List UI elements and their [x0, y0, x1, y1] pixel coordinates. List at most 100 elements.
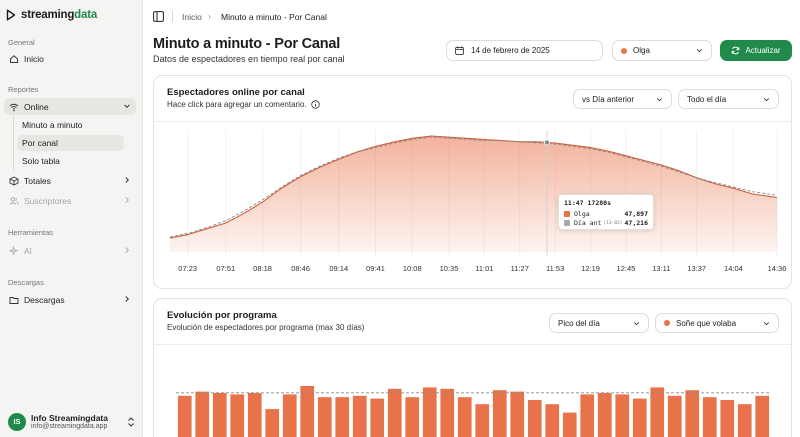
program-bar[interactable]	[247, 393, 262, 437]
program-bar[interactable]	[335, 397, 350, 437]
sidebar-subitem-por-canal[interactable]: Por canal	[17, 135, 124, 151]
program-bar[interactable]	[300, 386, 315, 437]
program-bar[interactable]	[702, 397, 717, 437]
program-select[interactable]: Soñe que volaba	[655, 313, 779, 333]
program-bar[interactable]	[737, 404, 752, 437]
sidebar-subitem-minuto[interactable]: Minuto a minuto	[22, 120, 83, 130]
tooltip-series-name: Olga	[574, 210, 590, 218]
sparkles-icon	[8, 245, 19, 256]
program-bar[interactable]	[510, 391, 525, 437]
program-bar[interactable]	[492, 390, 507, 437]
program-bar[interactable]	[685, 390, 700, 437]
channel-value: Olga	[633, 46, 650, 55]
box-icon	[8, 175, 19, 186]
sidebar-item-ai[interactable]: AI	[4, 242, 136, 259]
program-bar[interactable]	[405, 397, 420, 437]
program-card-subtitle: Evolución de espectadores por programa (…	[167, 323, 364, 332]
refresh-icon	[732, 46, 740, 55]
range-select[interactable]: Todo el día	[678, 89, 779, 109]
program-bar[interactable]	[370, 398, 385, 437]
x-axis-ticks: 07:23 07:51 08:18 08:46 09:14 09:41 10:08 10:35…	[178, 264, 786, 273]
submenu-guide	[13, 116, 14, 170]
program-bar[interactable]	[580, 394, 595, 437]
sidebar-item-label: Inicio	[24, 53, 44, 64]
program-bar[interactable]	[352, 395, 367, 437]
program-bar[interactable]	[562, 412, 577, 437]
program-bar[interactable]	[597, 393, 612, 437]
program-card-subtitle-text: Evolución de espectadores por programa (…	[167, 323, 365, 332]
metric-select[interactable]: Pico del día	[549, 313, 649, 333]
program-bar[interactable]	[265, 409, 280, 437]
program-bar[interactable]	[457, 397, 472, 437]
card-header-divider	[154, 344, 791, 345]
sidebar-item-totales[interactable]: Totales	[4, 172, 136, 189]
topbar: Inicio › Minuto a minuto - Por Canal	[143, 0, 800, 32]
compare-value: vs Día anterior	[582, 94, 635, 104]
avatar: IS	[8, 413, 26, 431]
program-bar[interactable]	[650, 387, 665, 437]
chevron-right-icon	[125, 247, 130, 253]
date-value: 14 de febrero de 2025	[471, 46, 550, 55]
x-tick-label: 11:27	[511, 264, 529, 273]
x-tick-label: 13:11	[652, 264, 670, 273]
breadcrumb-home[interactable]: Inicio	[182, 12, 202, 22]
chart-marks	[169, 130, 778, 256]
section-descargas: Descargas	[8, 278, 44, 287]
program-value: Soñe que volaba	[676, 318, 737, 328]
program-bar[interactable]	[545, 404, 560, 437]
x-tick-label: 10:08	[403, 264, 422, 273]
section-herramientas: Herramientas	[8, 228, 54, 237]
program-bar[interactable]	[177, 395, 192, 437]
program-bar[interactable]	[422, 387, 437, 437]
date-picker[interactable]: 14 de febrero de 2025	[446, 40, 603, 61]
refresh-button[interactable]: Actualizar	[720, 40, 792, 61]
calendar-icon	[455, 46, 464, 55]
series-line-olga	[169, 135, 778, 239]
hover-point	[543, 139, 550, 146]
online-area-chart[interactable]: 07:23 07:51 08:18 08:46 09:14 09:41 10:08 10:35…	[154, 122, 792, 289]
online-card-title: Espectadores online por canal	[167, 87, 305, 98]
brand-logo[interactable]: streamingdata	[6, 9, 97, 21]
sidebar-item-inicio[interactable]: Inicio	[4, 50, 136, 67]
tooltip-series-value: 47,897	[624, 210, 648, 218]
program-bar[interactable]	[440, 388, 455, 437]
sidebar-item-descargas[interactable]: Descargas	[4, 291, 136, 308]
program-bar[interactable]	[317, 397, 332, 437]
range-value: Todo el día	[687, 94, 727, 104]
program-bar[interactable]	[387, 388, 402, 437]
sidebar-toggle-icon[interactable]	[153, 11, 164, 22]
info-icon[interactable]	[310, 100, 320, 109]
x-tick-label: 12:45	[617, 264, 636, 273]
program-bar-chart[interactable]	[154, 345, 792, 437]
chevron-right-icon	[125, 296, 130, 302]
program-bar[interactable]	[230, 394, 245, 437]
program-bar[interactable]	[195, 391, 210, 437]
program-bar[interactable]	[755, 395, 770, 437]
sidebar-item-label: Online	[24, 101, 49, 112]
x-tick-label: 07:23	[178, 264, 197, 273]
breadcrumb-separator-icon: ›	[208, 11, 211, 21]
channel-select[interactable]: Olga	[612, 40, 712, 61]
sidebar-subitem-solo-tabla[interactable]: Solo tabla	[22, 156, 60, 166]
users-icon	[8, 195, 19, 206]
sidebar-item-suscriptores[interactable]: Suscriptores	[4, 192, 136, 209]
chevron-down-icon	[763, 98, 770, 102]
user-email: info@streamingdata.app	[31, 423, 108, 430]
program-bar[interactable]	[212, 393, 227, 437]
sidebar-item-online[interactable]: Online	[4, 98, 136, 115]
program-bar[interactable]	[527, 400, 542, 437]
x-tick-label: 11:01	[475, 264, 493, 273]
tooltip-header: 11:47 17280s	[564, 199, 648, 207]
user-menu[interactable]: IS Info Streamingdata info@streamingdata…	[6, 411, 136, 433]
x-tick-label: 08:46	[291, 264, 310, 273]
program-bar[interactable]	[632, 398, 647, 437]
program-bar[interactable]	[282, 394, 297, 437]
program-bar[interactable]	[667, 395, 682, 437]
section-general: General	[8, 38, 35, 47]
program-bar[interactable]	[720, 400, 735, 437]
program-bar[interactable]	[475, 404, 490, 437]
program-bar[interactable]	[615, 394, 630, 437]
sidebar-item-label: AI	[24, 245, 33, 256]
compare-select[interactable]: vs Día anterior	[573, 89, 672, 109]
tooltip-series-value: 47,216	[624, 219, 648, 227]
